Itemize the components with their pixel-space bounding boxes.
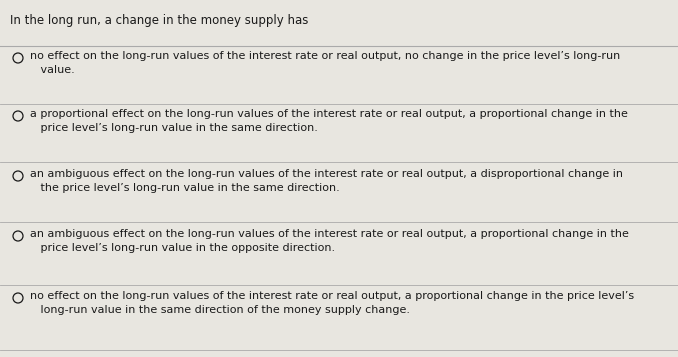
Text: In the long run, a change in the money supply has: In the long run, a change in the money s… [10,14,308,27]
Text: no effect on the long-run values of the interest rate or real output, a proporti: no effect on the long-run values of the … [30,291,634,315]
Text: an ambiguous effect on the long-run values of the interest rate or real output, : an ambiguous effect on the long-run valu… [30,169,623,192]
Text: no effect on the long-run values of the interest rate or real output, no change : no effect on the long-run values of the … [30,51,620,75]
Text: a proportional effect on the long-run values of the interest rate or real output: a proportional effect on the long-run va… [30,109,628,132]
Text: an ambiguous effect on the long-run values of the interest rate or real output, : an ambiguous effect on the long-run valu… [30,229,629,253]
